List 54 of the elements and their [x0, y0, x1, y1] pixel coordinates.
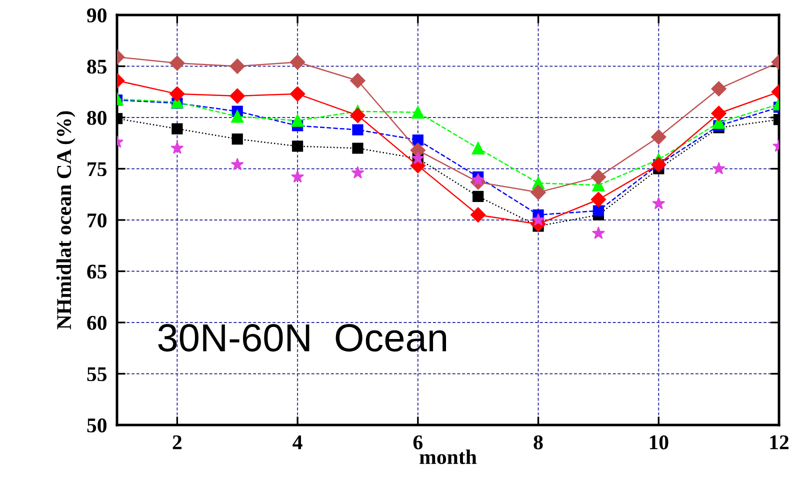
point [231, 158, 244, 170]
point [172, 123, 183, 134]
point [352, 142, 364, 154]
point [590, 169, 606, 185]
point [350, 73, 366, 88]
point [652, 197, 665, 209]
point [232, 133, 243, 145]
point [231, 110, 244, 123]
x-tick-label: 12 [770, 435, 789, 450]
x-tick-label: 2 [172, 435, 182, 450]
point [170, 86, 185, 102]
point [651, 129, 666, 145]
y-tick-label: 70 [88, 213, 106, 228]
point [291, 114, 304, 127]
point [291, 170, 304, 182]
annotation: 30N-60N Ocean [158, 324, 446, 352]
point [170, 56, 185, 71]
point [472, 174, 484, 186]
point [170, 142, 184, 154]
point [412, 106, 424, 119]
point [350, 108, 366, 124]
point [592, 226, 605, 239]
y-tick-label: 85 [87, 60, 107, 74]
y-tick-label: 75 [88, 162, 107, 176]
point [711, 106, 726, 121]
x-tick-label: 6 [413, 435, 423, 450]
point [472, 142, 484, 154]
point [352, 124, 364, 136]
point [352, 166, 364, 178]
point [290, 86, 306, 102]
y-tick-label: 90 [87, 8, 106, 22]
y-tick-label: 60 [87, 316, 106, 330]
y-tick-label: 80 [87, 110, 106, 125]
x-tick-label: 4 [292, 435, 302, 450]
point [592, 205, 604, 216]
point [230, 88, 245, 104]
x-axis-title: month [420, 449, 477, 464]
x-tick-label: 10 [650, 435, 668, 450]
point [532, 213, 544, 226]
x-tick-label: 8 [534, 435, 543, 450]
point [412, 134, 424, 146]
point [590, 192, 606, 208]
y-tick-label: 65 [87, 264, 107, 279]
point [472, 190, 484, 202]
point [292, 140, 304, 152]
point [530, 184, 546, 200]
point [712, 162, 726, 174]
y-tick-label: 55 [87, 367, 107, 382]
point [290, 54, 306, 70]
point [230, 58, 245, 74]
point [470, 207, 486, 222]
y-tick-label: 50 [87, 418, 106, 432]
point [711, 81, 726, 96]
y-axis-title: NHmidlat ocean CA (%) [56, 111, 76, 330]
